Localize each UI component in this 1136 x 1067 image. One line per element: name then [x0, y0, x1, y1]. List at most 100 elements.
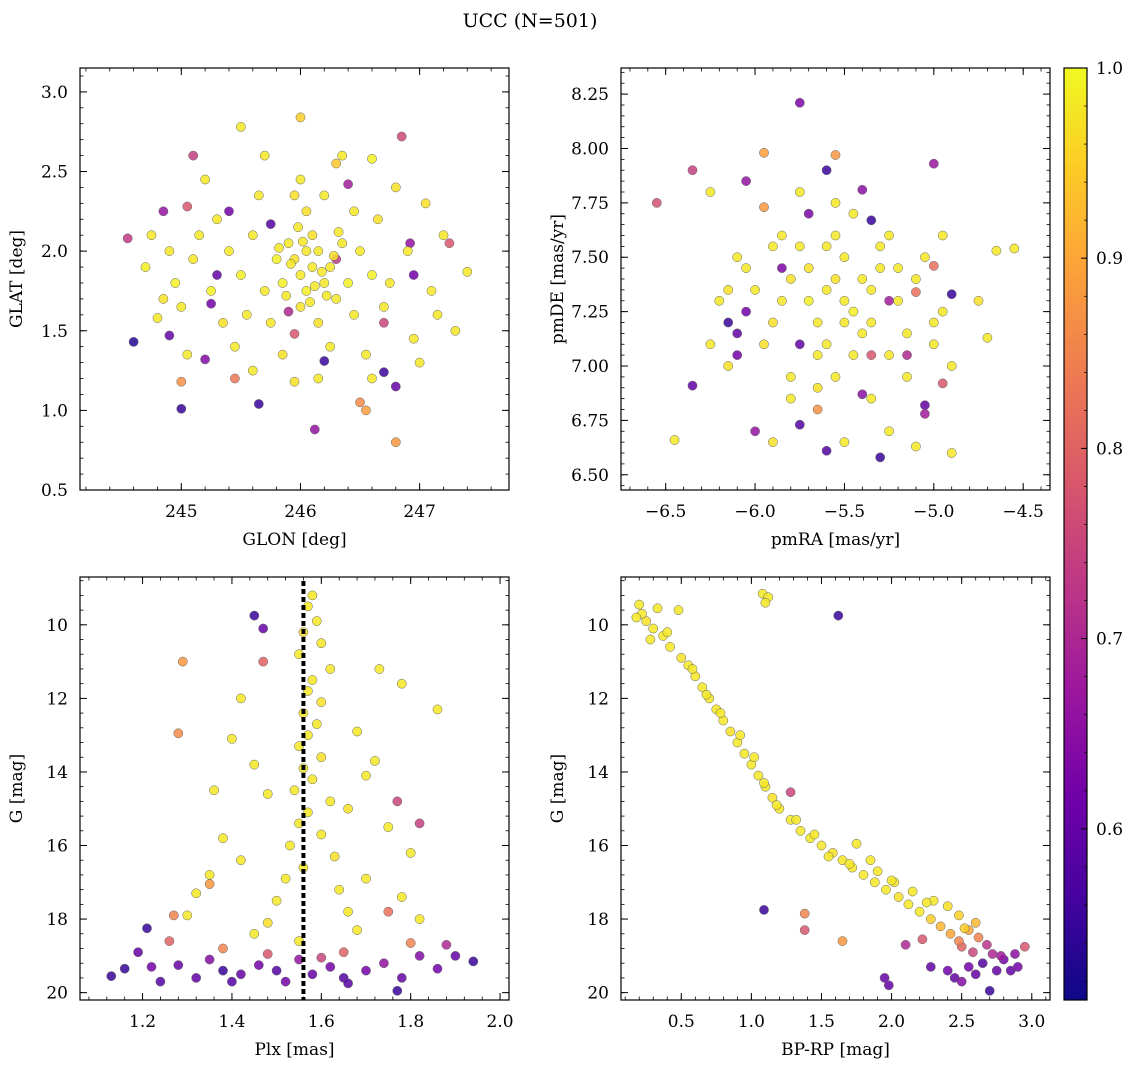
y-tick-label: 1.0: [41, 401, 68, 421]
data-point: [218, 317, 228, 328]
data-point: [420, 198, 431, 209]
data-point: [390, 437, 401, 448]
data-point: [812, 350, 823, 360]
colorbar-tick-label: 0.9: [1096, 249, 1123, 269]
data-point: [285, 840, 295, 851]
data-point: [714, 295, 725, 306]
data-point: [945, 928, 956, 939]
data-point: [881, 884, 891, 895]
data-point: [741, 263, 751, 273]
data-point: [920, 409, 930, 419]
data-point: [408, 333, 419, 344]
data-point: [173, 728, 184, 739]
data-point: [367, 270, 377, 280]
data-point: [334, 884, 345, 895]
data-point: [687, 664, 698, 674]
data-point: [946, 448, 957, 458]
data-point: [920, 252, 930, 263]
data-point: [392, 985, 403, 996]
data-point: [739, 748, 750, 759]
y-tick-label: 3.0: [41, 83, 68, 103]
data-point: [236, 270, 246, 280]
data-point: [844, 859, 855, 869]
data-point: [176, 302, 187, 312]
data-point: [942, 901, 953, 912]
data-point: [283, 238, 294, 249]
data-point: [301, 246, 312, 256]
data-point: [390, 381, 401, 392]
data-point: [830, 150, 841, 160]
points-bprp-g: [631, 588, 1030, 996]
data-point: [241, 309, 252, 320]
data-point: [928, 317, 939, 328]
data-point: [212, 270, 222, 280]
data-point: [301, 286, 312, 296]
data-point: [227, 976, 237, 987]
data-point: [833, 610, 844, 621]
data-point: [295, 270, 306, 280]
data-point: [928, 158, 939, 169]
y-tick-label: 10: [587, 616, 609, 636]
data-point: [857, 389, 868, 400]
data-point: [468, 956, 479, 967]
data-point: [866, 393, 877, 404]
y-tick-label: 12: [46, 689, 68, 709]
data-point: [325, 341, 336, 352]
data-point: [188, 254, 199, 264]
data-point: [884, 295, 894, 306]
data-point: [884, 350, 894, 360]
data-point: [355, 246, 365, 256]
data-point: [396, 973, 407, 983]
colorbar-gradient: [1063, 67, 1088, 1001]
data-point: [164, 936, 175, 946]
data-point: [384, 278, 395, 288]
data-point: [361, 405, 371, 416]
data-point: [311, 616, 322, 626]
data-point: [343, 278, 353, 288]
data-point: [982, 332, 993, 343]
data-point: [794, 97, 805, 108]
data-point: [823, 851, 834, 862]
data-point: [866, 215, 877, 226]
data-point: [794, 419, 805, 430]
data-point: [973, 295, 984, 306]
data-point: [206, 298, 216, 309]
data-point: [146, 962, 157, 972]
data-point: [723, 285, 734, 295]
data-point: [271, 965, 282, 976]
data-point: [715, 708, 726, 718]
data-point: [177, 656, 188, 667]
data-point: [872, 866, 883, 877]
data-point: [991, 245, 1002, 256]
data-point: [839, 317, 850, 328]
data-point: [309, 424, 320, 435]
x-tick-label: −6.0: [734, 502, 775, 522]
data-point: [316, 829, 327, 840]
x-tick-label: 246: [284, 502, 316, 522]
data-point: [414, 951, 425, 961]
data-point: [405, 848, 416, 858]
data-point: [361, 770, 371, 781]
data-point: [230, 341, 240, 352]
data-point: [289, 785, 300, 796]
y-tick-label: 0.5: [41, 481, 68, 501]
data-point: [812, 404, 823, 415]
data-point: [164, 330, 175, 341]
data-point: [294, 741, 304, 752]
data-point: [651, 198, 662, 208]
data-point: [450, 325, 461, 336]
x-tick-label: −6.5: [645, 502, 686, 522]
y-tick-label: 2.5: [41, 163, 68, 183]
data-point: [133, 947, 143, 958]
data-point: [367, 373, 377, 384]
x-tick-label: 0.5: [668, 1012, 695, 1032]
data-point: [262, 917, 273, 928]
data-point: [200, 174, 210, 185]
data-point: [839, 252, 850, 263]
colorbar-tick-label: 1.0: [1096, 59, 1123, 79]
data-point: [218, 965, 228, 976]
data-point: [886, 875, 897, 886]
data-point: [317, 266, 327, 277]
data-point: [902, 372, 912, 382]
